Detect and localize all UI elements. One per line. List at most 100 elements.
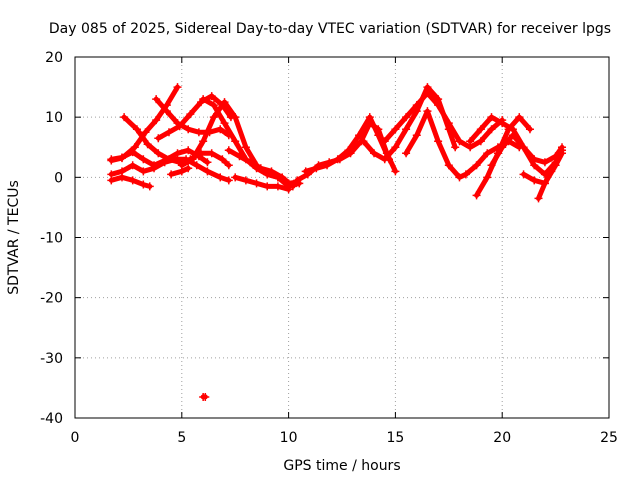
- data-point: [130, 143, 139, 152]
- data-point: [476, 125, 485, 134]
- data-point: [498, 119, 507, 128]
- data-point: [207, 149, 216, 158]
- data-point: [143, 140, 152, 149]
- data-point: [380, 155, 389, 164]
- x-tick-label: 25: [600, 430, 618, 446]
- data-point: [252, 179, 261, 188]
- data-point: [218, 155, 227, 164]
- data-point: [141, 128, 150, 137]
- data-point: [220, 119, 229, 128]
- x-tick-label: 5: [177, 430, 186, 446]
- data-point: [224, 146, 233, 155]
- data-point: [246, 158, 255, 167]
- data-point: [241, 143, 250, 152]
- data-point: [273, 182, 282, 191]
- data-point: [412, 131, 421, 140]
- data-point: [117, 173, 126, 182]
- data-point: [128, 176, 137, 185]
- series-line: [108, 84, 180, 163]
- y-tick-label: -10: [40, 231, 63, 247]
- series-track-22: [534, 167, 556, 203]
- x-tick-label: 10: [280, 430, 298, 446]
- y-tick-label: 20: [45, 50, 63, 66]
- data-point: [186, 110, 195, 119]
- axis-ticks: [74, 56, 610, 419]
- data-point: [333, 155, 342, 164]
- data-point: [201, 392, 210, 401]
- data-point: [402, 149, 411, 158]
- data-point: [203, 158, 212, 167]
- data-point: [487, 125, 496, 134]
- data-point: [423, 107, 432, 116]
- y-tick-label: 10: [45, 110, 63, 126]
- data-point: [472, 191, 481, 200]
- data-point: [120, 113, 129, 122]
- data-point: [209, 101, 218, 110]
- data-point: [359, 137, 368, 146]
- data-point: [530, 176, 539, 185]
- y-tick-label: -40: [40, 411, 63, 427]
- data-point: [540, 179, 549, 188]
- data-point: [434, 101, 443, 110]
- data-point: [164, 155, 173, 164]
- series-track-12: [231, 173, 293, 194]
- data-point: [534, 194, 543, 203]
- data-point: [207, 92, 216, 101]
- data-point: [483, 149, 492, 158]
- data-point: [455, 173, 464, 182]
- data-point: [231, 113, 240, 122]
- data-point: [293, 176, 302, 185]
- data-point: [519, 143, 528, 152]
- series-track-11: [224, 146, 297, 191]
- data-point: [235, 152, 244, 161]
- data-point: [162, 107, 171, 116]
- data-point: [184, 146, 193, 155]
- series-track-14: [301, 113, 393, 176]
- data-point: [263, 182, 272, 191]
- data-point: [154, 149, 163, 158]
- data-point: [128, 161, 137, 170]
- data-point: [515, 113, 524, 122]
- data-point: [199, 137, 208, 146]
- data-point: [288, 182, 297, 191]
- data-point: [402, 125, 411, 134]
- data-point: [199, 95, 208, 104]
- data-point: [483, 173, 492, 182]
- data-point: [224, 161, 233, 170]
- data-point: [551, 161, 560, 170]
- data-point: [444, 161, 453, 170]
- y-tick-label: -20: [40, 291, 63, 307]
- data-point: [519, 170, 528, 179]
- data-point: [173, 149, 182, 158]
- data-point: [150, 164, 159, 173]
- y-tick-label: -30: [40, 351, 63, 367]
- data-series: [107, 83, 567, 401]
- data-point: [312, 164, 321, 173]
- data-point: [498, 143, 507, 152]
- x-tick-label: 0: [71, 430, 80, 446]
- data-point: [391, 143, 400, 152]
- data-point: [209, 113, 218, 122]
- data-point: [177, 167, 186, 176]
- data-point: [472, 161, 481, 170]
- series-track-23: [199, 392, 210, 401]
- data-point: [267, 167, 276, 176]
- data-point: [391, 167, 400, 176]
- y-axis-label: SDTVAR / TECUs: [6, 180, 22, 295]
- series-line: [200, 96, 302, 189]
- data-point: [278, 173, 287, 182]
- data-point: [530, 161, 539, 170]
- x-tick-labels: 0 5 10 15 20 25: [71, 430, 618, 446]
- data-point: [455, 137, 464, 146]
- data-point: [145, 182, 154, 191]
- data-point: [508, 131, 517, 140]
- series-track-16: [380, 89, 507, 152]
- data-point: [107, 155, 116, 164]
- data-point: [128, 148, 137, 157]
- data-point: [203, 167, 212, 176]
- series-line: [474, 114, 533, 198]
- data-point: [216, 173, 225, 182]
- data-point: [192, 161, 201, 170]
- data-point: [301, 167, 310, 176]
- series-line: [382, 90, 505, 150]
